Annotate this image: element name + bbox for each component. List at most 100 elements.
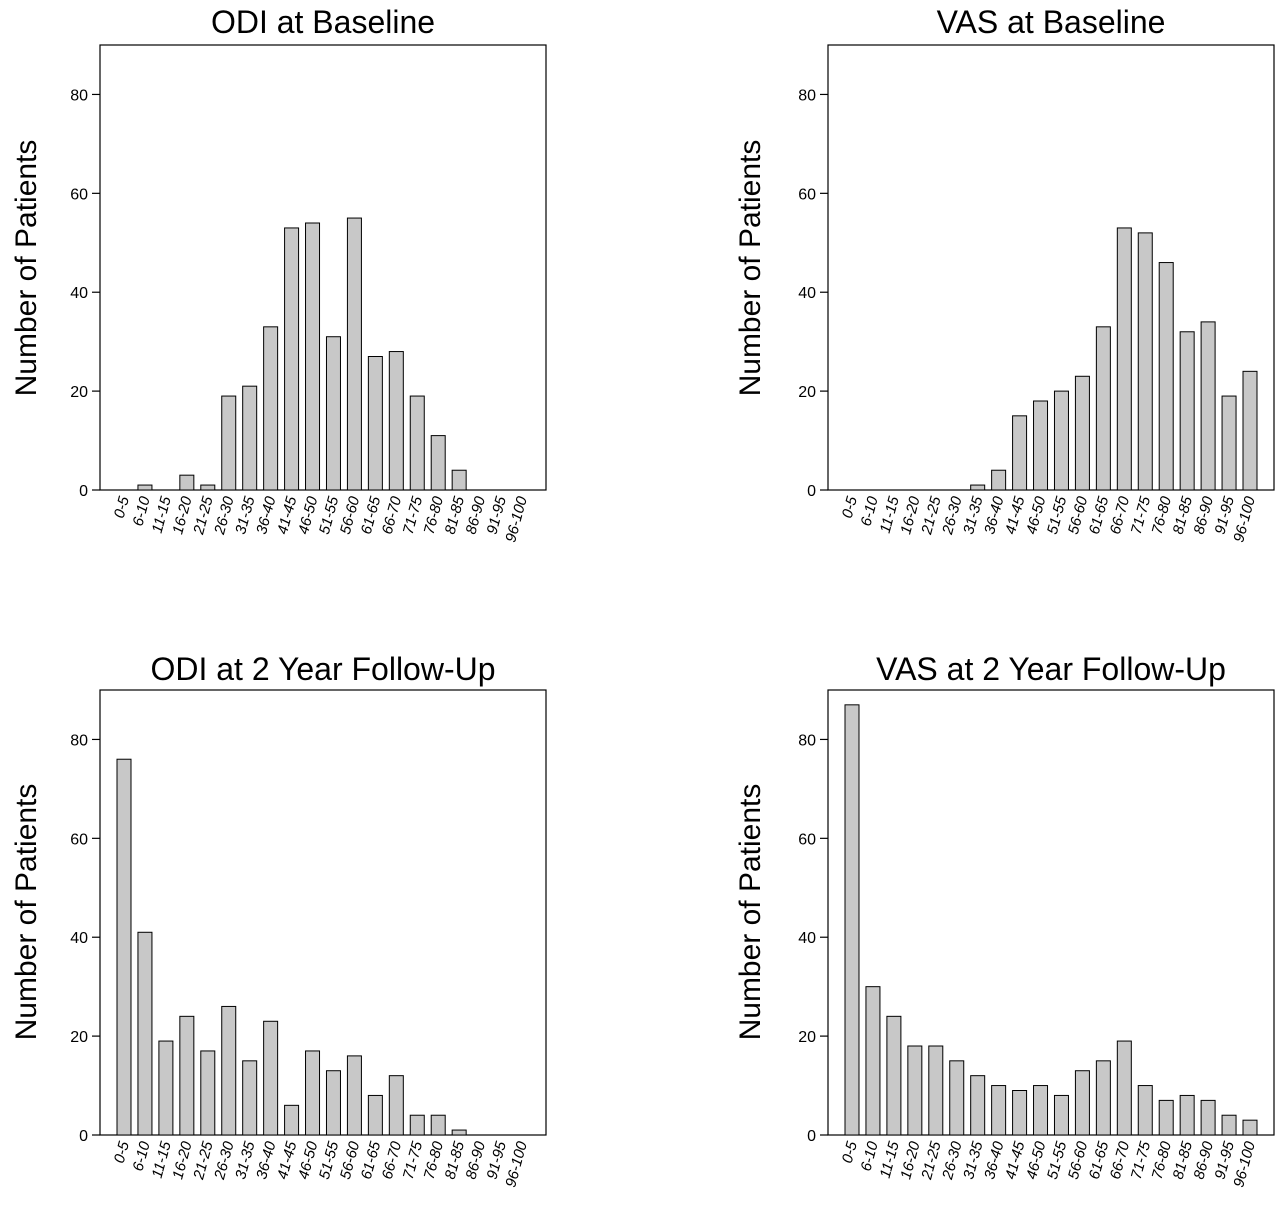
bar-46-50 — [305, 1050, 321, 1136]
bar-66-70 — [1116, 227, 1132, 491]
bar-41-45 — [284, 1104, 300, 1136]
bar-46-50 — [1033, 1085, 1049, 1136]
y-axis-label: Number of Patients — [734, 784, 767, 1041]
chart-title: ODI at Baseline — [211, 4, 435, 40]
bar-41-45 — [1012, 1090, 1028, 1136]
plot-frame — [99, 44, 547, 491]
chart-panel-odi-followup: ODI at 2 Year Follow-Up Number of Patient… — [10, 651, 547, 1189]
y-tick-label: 40 — [798, 930, 816, 947]
bar-81-85 — [451, 469, 467, 491]
y-tick-label: 0 — [807, 1128, 816, 1145]
bar-21-25 — [928, 1045, 944, 1136]
bar-66-70 — [388, 1075, 404, 1136]
bar-26-30 — [221, 395, 237, 491]
bar-76-80 — [1158, 1099, 1174, 1136]
x-tick-label: 0-5 — [111, 494, 133, 520]
bar-81-85 — [451, 1129, 467, 1136]
y-tick-label: 0 — [79, 1128, 88, 1145]
bar-71-75 — [409, 1114, 425, 1136]
bar-76-80 — [1158, 262, 1174, 491]
bar-21-25 — [200, 1050, 216, 1136]
x-tick-label: 0-5 — [111, 1139, 133, 1165]
y-tick-label: 20 — [70, 1029, 88, 1046]
bar-36-40 — [991, 1085, 1007, 1136]
bar-11-15 — [158, 1040, 174, 1136]
bar-56-60 — [1074, 375, 1090, 491]
y-tick-label: 20 — [798, 1029, 816, 1046]
bar-11-15 — [886, 1015, 902, 1136]
y-tick-label: 40 — [70, 285, 88, 302]
y-axis-label: Number of Patients — [10, 140, 43, 397]
bar-0-5 — [116, 758, 132, 1136]
chart-panel-vas-baseline: VAS at Baseline Number of Patients 0 20 40 60… — [734, 4, 1275, 544]
bar-46-50 — [305, 222, 321, 491]
x-tick-label: 0-5 — [839, 1139, 861, 1165]
plot-frame — [99, 689, 547, 1136]
chart-title: ODI at 2 Year Follow-Up — [150, 651, 495, 687]
y-tick-label: 0 — [79, 483, 88, 500]
y-tick-label: 60 — [70, 186, 88, 203]
bar-56-60 — [346, 217, 362, 491]
chart-title: VAS at 2 Year Follow-Up — [876, 651, 1226, 687]
bar-46-50 — [1033, 400, 1049, 491]
plot-frame — [827, 44, 1275, 491]
y-tick-label: 80 — [798, 87, 816, 104]
y-tick-label: 40 — [798, 285, 816, 302]
bar-31-35 — [970, 1075, 986, 1136]
bar-71-75 — [1137, 232, 1153, 491]
bar-6-10 — [865, 986, 881, 1136]
bar-81-85 — [1179, 331, 1195, 491]
bar-36-40 — [263, 1020, 279, 1136]
bar-96-100 — [1242, 370, 1258, 491]
y-tick-label: 80 — [798, 732, 816, 749]
bar-61-65 — [367, 356, 383, 491]
bar-6-10 — [137, 484, 153, 491]
bar-96-100 — [1242, 1119, 1258, 1136]
y-tick-label: 80 — [70, 732, 88, 749]
bar-26-30 — [949, 1060, 965, 1136]
bar-41-45 — [1012, 415, 1028, 491]
chart-title: VAS at Baseline — [937, 4, 1166, 40]
y-axis-label: Number of Patients — [10, 784, 43, 1041]
bar-91-95 — [1221, 395, 1237, 491]
bar-36-40 — [263, 326, 279, 491]
bar-41-45 — [284, 227, 300, 491]
bar-31-35 — [242, 385, 258, 491]
y-tick-label: 20 — [70, 384, 88, 401]
bar-31-35 — [970, 484, 986, 491]
y-tick-label: 60 — [70, 831, 88, 848]
bar-31-35 — [242, 1060, 258, 1136]
bar-61-65 — [1095, 1060, 1111, 1136]
bar-91-95 — [1221, 1114, 1237, 1136]
y-tick-label: 60 — [798, 831, 816, 848]
y-tick-label: 0 — [807, 483, 816, 500]
bar-86-90 — [1200, 321, 1216, 491]
bar-6-10 — [137, 931, 153, 1136]
y-axis-label: Number of Patients — [734, 140, 767, 397]
bar-61-65 — [367, 1094, 383, 1136]
bar-51-55 — [325, 1070, 341, 1136]
bar-56-60 — [1074, 1070, 1090, 1136]
bar-86-90 — [1200, 1099, 1216, 1136]
chart-panel-vas-followup: VAS at 2 Year Follow-Up Number of Patient… — [734, 651, 1275, 1189]
bar-76-80 — [430, 1114, 446, 1136]
bar-71-75 — [1137, 1085, 1153, 1136]
bar-66-70 — [388, 351, 404, 491]
bar-81-85 — [1179, 1094, 1195, 1136]
bar-51-55 — [1053, 1094, 1069, 1136]
bar-51-55 — [325, 336, 341, 491]
bar-26-30 — [221, 1005, 237, 1136]
y-tick-label: 20 — [798, 384, 816, 401]
plot-frame — [827, 689, 1275, 1136]
bar-71-75 — [409, 395, 425, 491]
bar-51-55 — [1053, 390, 1069, 491]
bar-16-20 — [179, 474, 195, 491]
bar-36-40 — [991, 469, 1007, 491]
x-tick-label: 0-5 — [839, 494, 861, 520]
chart-panel-odi-baseline: ODI at Baseline Number of Patients 0 20 40 60… — [10, 4, 547, 544]
bar-76-80 — [430, 435, 446, 491]
bar-0-5 — [844, 704, 860, 1136]
y-tick-label: 40 — [70, 930, 88, 947]
bar-66-70 — [1116, 1040, 1132, 1136]
